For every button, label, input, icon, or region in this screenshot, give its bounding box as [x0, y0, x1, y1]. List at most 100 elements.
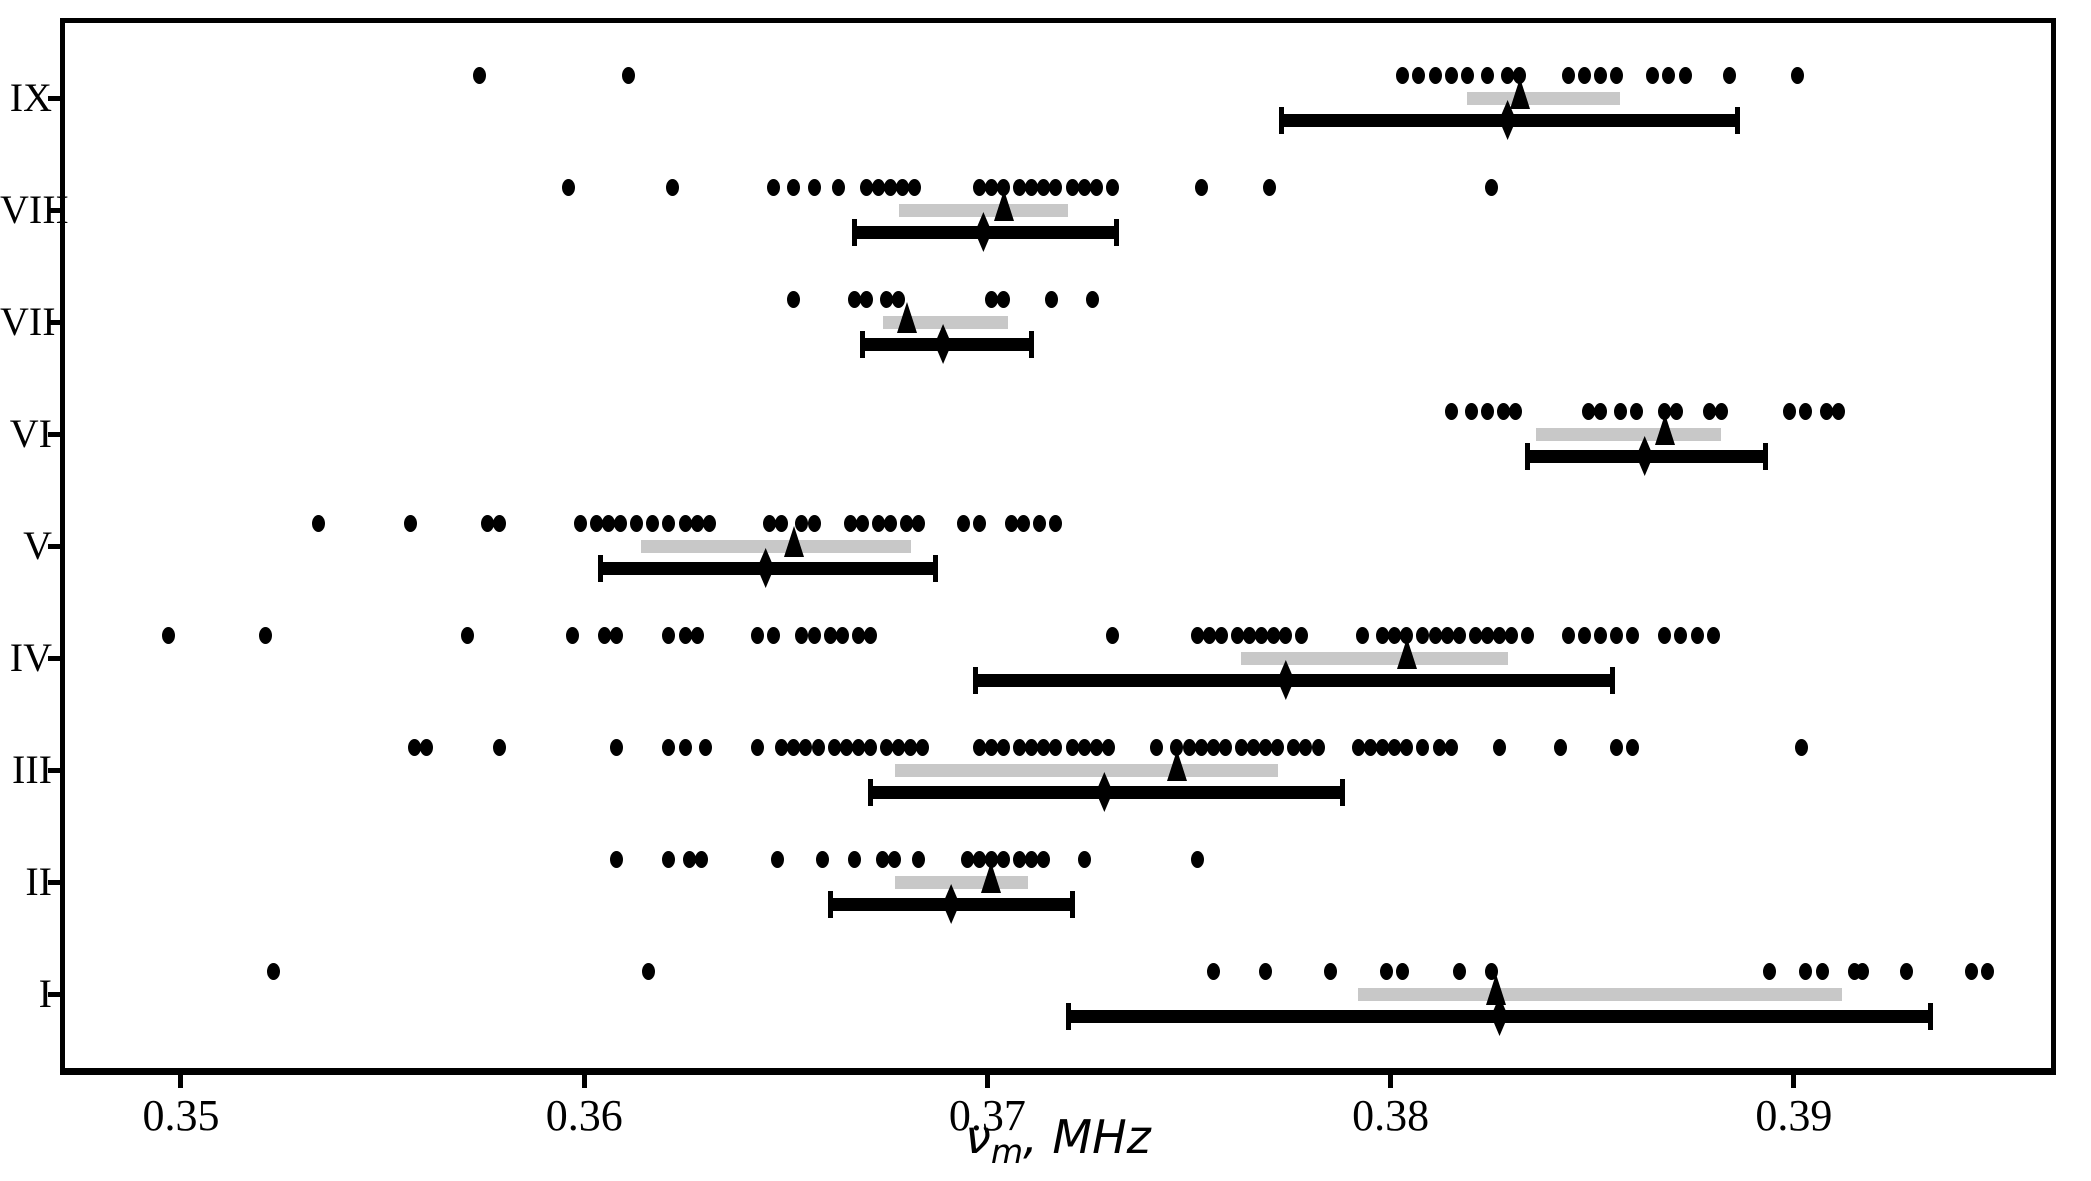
- data-point: [767, 178, 781, 196]
- data-point: [1452, 962, 1466, 980]
- data-point: [807, 514, 821, 532]
- data-point: [884, 178, 898, 196]
- whisker-cap-right: [1339, 778, 1345, 806]
- data-point: [1412, 66, 1426, 84]
- diamond-marker: [1095, 772, 1113, 812]
- data-point: [1900, 962, 1914, 980]
- data-point: [1190, 626, 1204, 644]
- y-tick: [48, 767, 60, 773]
- gray-interval-bar: [1535, 427, 1722, 441]
- data-point: [694, 850, 708, 868]
- y-tick: [48, 879, 60, 885]
- plot-area: [60, 18, 2056, 1075]
- data-point: [751, 626, 765, 644]
- x-tick: [581, 1075, 587, 1088]
- triangle-marker: [1654, 414, 1675, 445]
- data-point: [1259, 962, 1273, 980]
- data-point: [1484, 178, 1498, 196]
- data-point: [795, 626, 809, 644]
- data-point: [1444, 66, 1458, 84]
- data-point: [1505, 626, 1519, 644]
- data-point: [1085, 290, 1099, 308]
- whisker-cap-right: [1069, 890, 1075, 918]
- data-point: [589, 514, 603, 532]
- data-point: [1714, 402, 1728, 420]
- data-point: [1706, 626, 1720, 644]
- data-point: [1218, 738, 1232, 756]
- data-point: [851, 626, 865, 644]
- data-point: [1815, 962, 1829, 980]
- data-point: [1259, 738, 1273, 756]
- data-point: [1581, 402, 1595, 420]
- data-point: [1033, 514, 1047, 532]
- gray-interval-bar: [1358, 987, 1843, 1001]
- diamond-marker: [1491, 996, 1509, 1036]
- data-point: [1013, 850, 1027, 868]
- data-point: [859, 290, 873, 308]
- data-point: [1428, 66, 1442, 84]
- y-tick: [48, 991, 60, 997]
- data-point: [678, 514, 692, 532]
- triangle-marker: [993, 190, 1014, 221]
- data-point: [1763, 962, 1777, 980]
- data-point: [1190, 850, 1204, 868]
- diamond-marker: [1499, 100, 1517, 140]
- data-point: [1295, 626, 1309, 644]
- data-point: [1509, 402, 1523, 420]
- data-point: [678, 626, 692, 644]
- data-point: [1428, 626, 1442, 644]
- data-point: [880, 738, 894, 756]
- whisker-cap-left: [867, 778, 873, 806]
- data-point: [1013, 738, 1027, 756]
- data-point: [1497, 402, 1511, 420]
- data-point: [1351, 738, 1365, 756]
- data-point: [799, 738, 813, 756]
- gray-interval-bar: [898, 203, 1069, 217]
- data-point: [1416, 626, 1430, 644]
- data-point: [1049, 738, 1063, 756]
- data-point: [1077, 178, 1091, 196]
- data-point: [827, 738, 841, 756]
- data-point: [1234, 738, 1248, 756]
- data-point: [1323, 962, 1337, 980]
- data-point: [1400, 738, 1414, 756]
- x-tick-label: 0.38: [1352, 1091, 1430, 1140]
- data-point: [1791, 66, 1805, 84]
- data-point: [1577, 626, 1591, 644]
- data-point: [1593, 626, 1607, 644]
- whisker-cap-right: [1928, 1002, 1934, 1030]
- data-point: [1609, 738, 1623, 756]
- data-point: [956, 514, 970, 532]
- y-tick-label: I: [38, 971, 52, 1016]
- data-point: [1480, 402, 1494, 420]
- y-tick-label: VI: [9, 411, 52, 456]
- data-point: [1855, 962, 1869, 980]
- data-point: [1065, 178, 1079, 196]
- data-point: [1416, 738, 1430, 756]
- x-tick: [984, 1075, 990, 1088]
- data-point: [1444, 402, 1458, 420]
- data-point: [1263, 178, 1277, 196]
- data-point: [472, 66, 486, 84]
- x-axis-title: νm, MHz: [60, 1112, 2056, 1171]
- gray-interval-bar: [894, 875, 1028, 889]
- data-point: [1658, 626, 1672, 644]
- data-point: [855, 514, 869, 532]
- whisker-cap-right: [1734, 106, 1740, 134]
- data-point: [678, 738, 692, 756]
- whisker-cap-left: [851, 218, 857, 246]
- gray-interval-bar: [894, 763, 1278, 777]
- data-point: [1493, 738, 1507, 756]
- data-point: [771, 850, 785, 868]
- data-point: [1674, 626, 1688, 644]
- data-point: [646, 514, 660, 532]
- data-point: [1049, 514, 1063, 532]
- data-point: [1440, 626, 1454, 644]
- data-point: [972, 178, 986, 196]
- data-point: [609, 626, 623, 644]
- data-point: [1609, 66, 1623, 84]
- data-point: [1194, 178, 1208, 196]
- triangle-marker: [1509, 78, 1530, 109]
- x-axis-title-subscript: m: [990, 1132, 1024, 1172]
- data-point: [1464, 402, 1478, 420]
